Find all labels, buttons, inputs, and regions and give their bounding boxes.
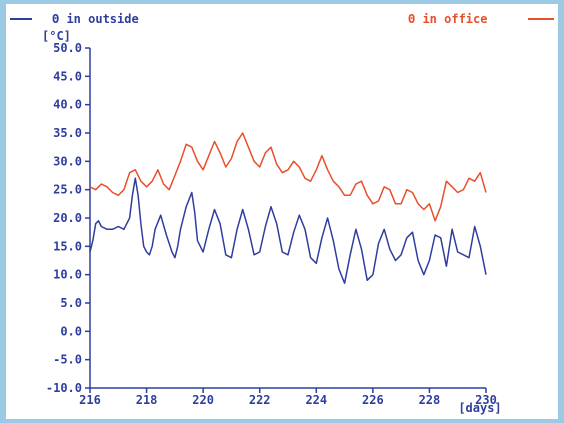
x-tick-label: 222 — [249, 393, 271, 407]
y-tick-label: -5.0 — [53, 353, 82, 367]
legend-label-office: Θ in office — [408, 12, 487, 26]
series-line-outside — [89, 177, 487, 284]
x-ticks: 216 218 220 222 224 226 228 230 — [79, 388, 497, 407]
x-tick-label: 216 — [79, 393, 101, 407]
legend-label-outside: Θ in outside — [52, 12, 139, 26]
x-tick-label: 226 — [362, 393, 384, 407]
y-tick-label: 10.0 — [53, 268, 82, 282]
y-tick-label: 35.0 — [53, 126, 82, 140]
x-tick-label: 228 — [419, 393, 441, 407]
y-tick-label: 0.0 — [60, 324, 82, 338]
x-tick-label: 230 — [475, 393, 497, 407]
y-tick-label: 45.0 — [53, 69, 82, 83]
y-tick-label: 30.0 — [53, 154, 82, 168]
y-tick-label: -10.0 — [46, 381, 82, 395]
y-tick-label: 50.0 — [53, 41, 82, 55]
chart-panel: Θ in outside Θ in office [°C] [days] -10… — [6, 4, 558, 419]
y-ticks: -10.0 -5.0 0.0 5.0 10.0 15.0 20.0 25.0 30.0 35.0 4… — [46, 41, 90, 395]
legend: Θ in outside Θ in office — [10, 12, 554, 26]
x-axis-unit-label: [days] — [458, 401, 501, 415]
x-tick-label: 224 — [305, 393, 327, 407]
y-tick-label: 20.0 — [53, 211, 82, 225]
y-tick-label: 25.0 — [53, 183, 82, 197]
y-tick-label: 40.0 — [53, 98, 82, 112]
y-axis-unit-label: [°C] — [42, 29, 71, 43]
y-tick-label: 5.0 — [60, 296, 82, 310]
x-tick-label: 218 — [136, 393, 158, 407]
line-chart: Θ in outside Θ in office [°C] [days] -10… — [10, 12, 554, 415]
series-line-office — [89, 132, 487, 222]
series-layer — [89, 132, 487, 284]
y-tick-label: 15.0 — [53, 239, 82, 253]
x-tick-label: 220 — [192, 393, 214, 407]
